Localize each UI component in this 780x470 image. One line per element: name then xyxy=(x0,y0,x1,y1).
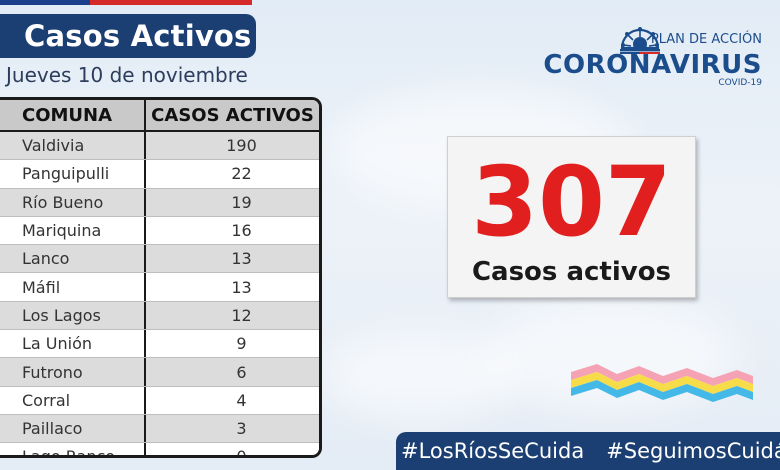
table-row: Valdivia 190 xyxy=(0,132,319,161)
table-row: Panguipulli 22 xyxy=(0,160,319,189)
total-cases-number: 307 xyxy=(471,146,672,258)
total-cases-label: Casos activos xyxy=(471,257,672,287)
comuna-cell: Río Bueno xyxy=(0,188,146,216)
cases-table: COMUNA CASOS ACTIVOS Valdivia 190 Panguipu… xyxy=(0,97,322,458)
casos-cell: 13 xyxy=(231,249,252,269)
casos-cell: 4 xyxy=(236,390,247,410)
casos-cell: 19 xyxy=(231,192,252,212)
casos-cell: 6 xyxy=(236,362,247,382)
comuna-cell: Lanco xyxy=(0,245,146,273)
page-title: Casos Activos xyxy=(24,19,252,53)
comuna-cell: Panguipulli xyxy=(0,160,146,188)
hashtag-los-rios: #LosRíosSeCuida xyxy=(401,439,585,463)
casos-cell: 22 xyxy=(231,164,252,184)
casos-cell: 0 xyxy=(236,447,247,458)
table-row: Los Lagos 12 xyxy=(0,301,319,331)
header-comuna: COMUNA xyxy=(0,100,146,130)
table-row: Máfil 13 xyxy=(0,273,319,302)
casos-cell: 9 xyxy=(236,334,247,354)
comuna-cell: La Unión xyxy=(0,330,146,358)
flag-stripe xyxy=(0,0,252,5)
casos-cell: 12 xyxy=(231,305,252,325)
table-row: Futrono 6 xyxy=(0,358,319,387)
coronavirus-logo: PLAN DE ACCIÓN CORONAVIRUS COVID-19 xyxy=(543,24,762,90)
regional-waves-graphic xyxy=(571,364,753,402)
comuna-cell: Lago Ranco xyxy=(0,443,146,455)
comuna-cell: Paillaco xyxy=(0,414,146,443)
background-cloud xyxy=(320,330,520,420)
table-header: COMUNA CASOS ACTIVOS xyxy=(0,100,319,132)
table-row: Lanco 13 xyxy=(0,245,319,274)
hashtag-bar: #LosRíosSeCuida #SeguimosCuidándonos xyxy=(396,432,780,470)
casos-cell: 16 xyxy=(231,221,252,241)
table-row: Lago Ranco 0 xyxy=(0,443,319,458)
covid-label: COVID-19 xyxy=(718,78,762,88)
table-row: Paillaco 3 xyxy=(0,414,319,444)
comuna-cell: Corral xyxy=(0,386,146,414)
table-row: La Unión 9 xyxy=(0,330,319,359)
table-row: Río Bueno 19 xyxy=(0,188,319,217)
government-virus-icon xyxy=(620,27,660,54)
plan-label: PLAN DE ACCIÓN xyxy=(650,32,762,47)
title-banner: Casos Activos xyxy=(0,14,256,58)
casos-cell: 3 xyxy=(236,419,247,439)
table-row: Mariquina 16 xyxy=(0,216,319,246)
date-label: Jueves 10 de noviembre xyxy=(6,63,248,87)
comuna-cell: Mariquina xyxy=(0,216,146,245)
table-body: Valdivia 190 Panguipulli 22 Río Bueno 19 Mariq… xyxy=(0,132,319,458)
comuna-cell: Los Lagos xyxy=(0,301,146,330)
casos-cell: 190 xyxy=(226,136,257,156)
casos-cell: 13 xyxy=(231,277,252,297)
comuna-cell: Máfil xyxy=(0,273,146,301)
total-cases-box: 307 Casos activos xyxy=(447,136,696,298)
comuna-cell: Futrono xyxy=(0,358,146,386)
table-row: Corral 4 xyxy=(0,386,319,415)
header-casos-activos: CASOS ACTIVOS xyxy=(151,104,314,126)
hashtag-seguimos: #SeguimosCuidándonos xyxy=(606,439,780,463)
comuna-cell: Valdivia xyxy=(0,132,146,160)
coronavirus-label: CORONAVIRUS xyxy=(543,50,762,80)
